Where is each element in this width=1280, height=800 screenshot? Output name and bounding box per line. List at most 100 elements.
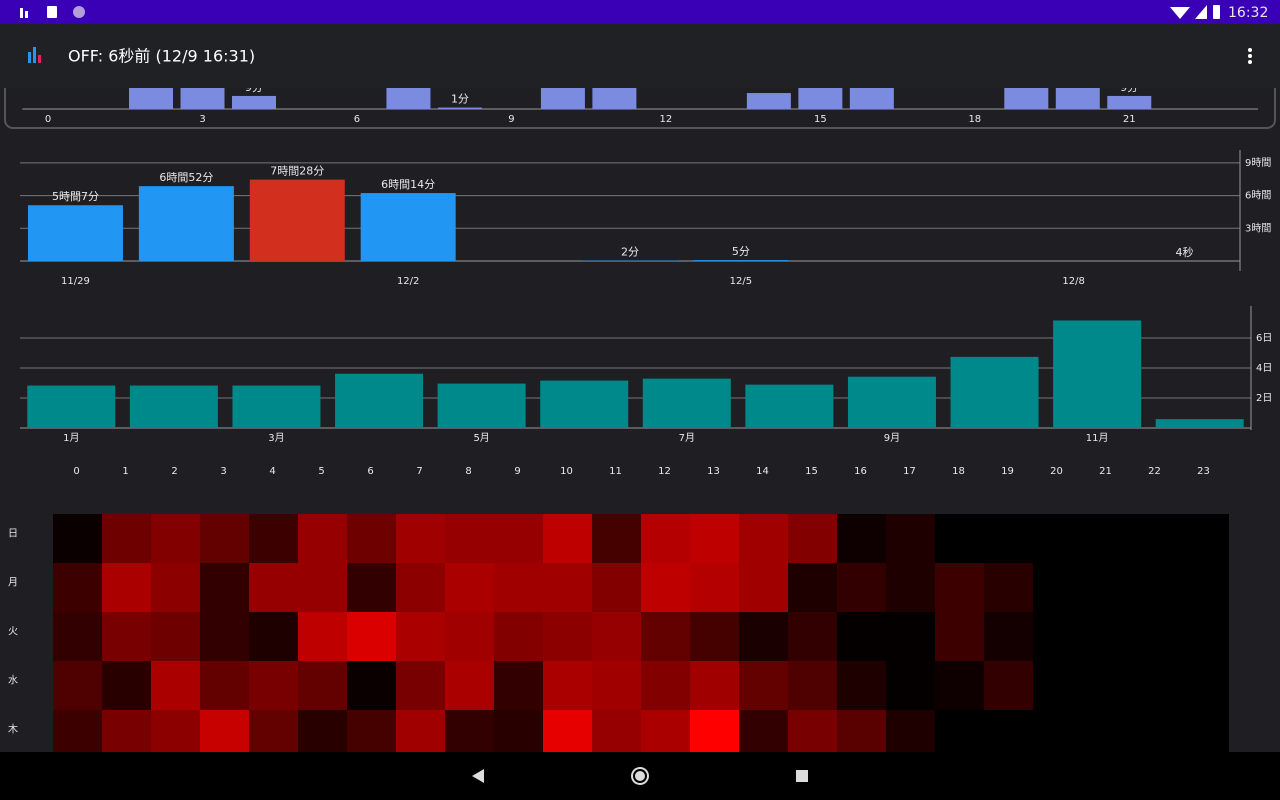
column-label: 16 [854,466,867,477]
value-label: 2分 [621,246,639,259]
heat-cell [494,661,543,710]
heat-cell [788,612,837,661]
heat-cell [935,612,984,661]
bar [745,384,834,428]
heat-cell [298,612,347,661]
y-tick-label: 9時間 [1245,157,1271,169]
icon-bar [28,52,31,63]
heat-cell [1131,710,1180,759]
heat-cell [543,612,592,661]
heat-cell [690,612,739,661]
value-label: 7時間28分 [270,165,324,178]
heat-cell [249,514,298,563]
home-button[interactable] [631,767,649,785]
heat-cell [935,661,984,710]
x-tick-label: 7月 [679,432,695,444]
heat-cell [445,661,494,710]
status-icon [20,8,23,18]
column-label: 15 [805,466,818,477]
heat-cell [445,710,494,759]
icon-bar [33,47,36,63]
y-tick-label: 2日 [1256,393,1272,404]
value-label: 5分 [732,245,750,258]
bar [360,193,456,261]
heat-cell [396,710,445,759]
overflow-menu[interactable] [1248,48,1252,64]
value-label: 6時間14分 [381,178,435,191]
x-tick-label: 11/29 [61,276,90,287]
column-label: 1 [122,466,128,477]
heat-cell [445,612,494,661]
heat-cell [788,514,837,563]
heat-cell [886,563,935,612]
value-label: 5時間7分 [52,190,99,203]
heat-cell [984,563,1033,612]
column-label: 6 [367,466,373,477]
bar [746,93,791,109]
heat-cell [886,710,935,759]
heat-cell [1131,612,1180,661]
dot [1248,54,1252,58]
x-tick-label: 5月 [473,432,489,444]
heat-cell [641,661,690,710]
recents-button[interactable] [796,770,808,782]
bar [642,378,731,428]
heat-cell [1033,514,1082,563]
x-tick-label: 0 [45,114,51,125]
column-label: 22 [1148,466,1161,477]
heat-cell [1033,710,1082,759]
bar [950,356,1039,428]
value-label: 1分 [451,93,469,106]
heat-cell [592,710,641,759]
heat-cell [298,563,347,612]
heat-cell [788,563,837,612]
x-tick-label: 9 [508,114,514,125]
heat-cell [494,612,543,661]
heat-cell [102,661,151,710]
back-button[interactable] [472,769,484,783]
bar [138,186,234,261]
bar [1055,88,1100,109]
monthly-chart: 2日 4日 6日 1月 3月 5月 7月 9月 11月 [20,306,1272,444]
column-label: 12 [658,466,671,477]
app-icon[interactable] [28,47,41,63]
heat-cell [200,710,249,759]
row-label: 水 [8,675,18,687]
column-label: 20 [1050,466,1063,477]
heat-cell [690,514,739,563]
heat-cell [1082,710,1131,759]
heat-cell [298,661,347,710]
hourly-chart: 0 3 9分 6 1分 9 12 15 18 21 9分 [22,88,1258,125]
heat-cell [102,563,151,612]
bar [27,205,123,261]
heat-cell [1131,661,1180,710]
heat-cell [641,514,690,563]
bar [693,260,789,261]
heat-cell [1033,563,1082,612]
bar [847,376,936,428]
heat-cell [1180,710,1229,759]
column-label: 4 [269,466,275,477]
heat-cell [1131,563,1180,612]
status-icon [25,11,28,18]
heat-cell [984,661,1033,710]
heat-cell [592,514,641,563]
heat-cell [1180,612,1229,661]
bar [232,385,321,428]
icon-bar [38,55,41,63]
heat-cell [396,612,445,661]
bar [129,385,218,428]
daily-chart: 3時間 6時間 9時間 11/29 5時間7分 6時間52分 7時間28分 12/2 6時間14… [20,150,1271,287]
x-tick-label: 12/2 [397,276,419,287]
heat-cell [543,661,592,710]
heat-cell [1033,661,1082,710]
heat-cell [445,563,494,612]
app-bar [0,24,1280,88]
heat-cell [249,563,298,612]
bar [540,380,629,428]
heat-cell [249,661,298,710]
x-tick-label: 18 [968,114,981,125]
home-dot [635,771,645,781]
heat-cell [690,661,739,710]
